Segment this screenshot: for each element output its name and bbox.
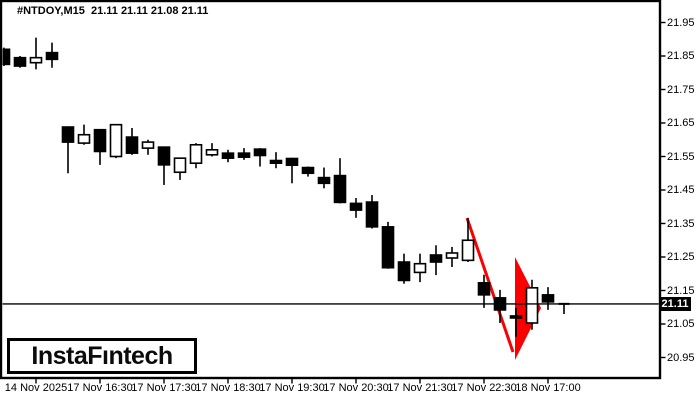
- time-axis-label: 17 Nov 22:30: [451, 382, 517, 394]
- candle-body: [477, 281, 491, 296]
- instafintech-logo: InstaFıntech: [7, 338, 197, 374]
- time-axis-label: 17 Nov 21:30: [387, 382, 453, 394]
- time-axis-label: 17 Nov 20:30: [323, 382, 389, 394]
- candle-body: [29, 56, 43, 64]
- time-axis-label: 14 Nov 2025: [4, 382, 68, 394]
- price-axis-label: 21.65: [667, 117, 695, 129]
- plot-area: [2, 37, 659, 360]
- time-axis-label: 17 Nov 18:30: [195, 382, 261, 394]
- price-axis-label: 21.45: [667, 184, 695, 196]
- price-axis-label: 21.75: [667, 83, 695, 96]
- candle-body: [2, 48, 11, 66]
- price-axis-label: 21.15: [667, 284, 695, 297]
- candle-body: [429, 254, 443, 263]
- candle-body: [237, 152, 251, 158]
- instafintech-logo-text: InstaFıntech: [31, 341, 173, 370]
- symbol-quote-header: #NTDOY,M15 21.11 21.11 21.08 21.11: [17, 5, 209, 17]
- price-axis-label: 21.85: [667, 50, 695, 62]
- plot-frame: [0, 0, 662, 380]
- candle-body: [189, 143, 203, 164]
- candle-body: [301, 166, 315, 175]
- candle-body: [125, 136, 139, 154]
- candle-body: [381, 226, 395, 269]
- time-axis-label: 17 Nov 17:30: [131, 382, 197, 394]
- candle-body: [413, 262, 427, 274]
- price-axis-label: 21.55: [667, 150, 695, 163]
- candle-body: [205, 149, 219, 156]
- candle-body: [397, 261, 411, 282]
- candle-body: [317, 176, 331, 185]
- candle-body: [253, 148, 267, 157]
- time-axis-label: 17 Nov 16:30: [67, 382, 133, 394]
- price-axis-label: 21.95: [667, 16, 695, 29]
- candle-body: [269, 159, 283, 165]
- candle-body: [77, 133, 91, 144]
- current-price-badge: 21.11: [659, 297, 691, 311]
- candle-body: [141, 141, 155, 149]
- candle-body: [157, 146, 171, 166]
- candle-body: [13, 56, 27, 67]
- candle-body: [525, 287, 539, 324]
- candle-body: [93, 128, 107, 153]
- time-axis-label: 17 Nov 19:30: [259, 382, 325, 394]
- price-axis-label: 21.05: [667, 318, 695, 330]
- price-axis-label: 21.35: [667, 217, 695, 230]
- price-axis-label: 20.95: [667, 351, 695, 364]
- price-axis-label: 21.25: [667, 251, 695, 263]
- candle-body: [445, 252, 459, 259]
- candle-body: [173, 157, 187, 174]
- candle-body: [109, 123, 123, 158]
- candle-body: [541, 294, 555, 303]
- candle-body: [461, 239, 475, 262]
- candle-body: [365, 201, 379, 228]
- candle-body: [349, 202, 363, 211]
- candle-body: [221, 152, 235, 159]
- candle-body: [333, 174, 347, 204]
- time-axis-label: 18 Nov 17:00: [515, 382, 581, 394]
- candle-body: [285, 157, 299, 167]
- candle-body: [45, 51, 59, 61]
- candle-body: [61, 126, 75, 143]
- candle-body: [509, 315, 523, 319]
